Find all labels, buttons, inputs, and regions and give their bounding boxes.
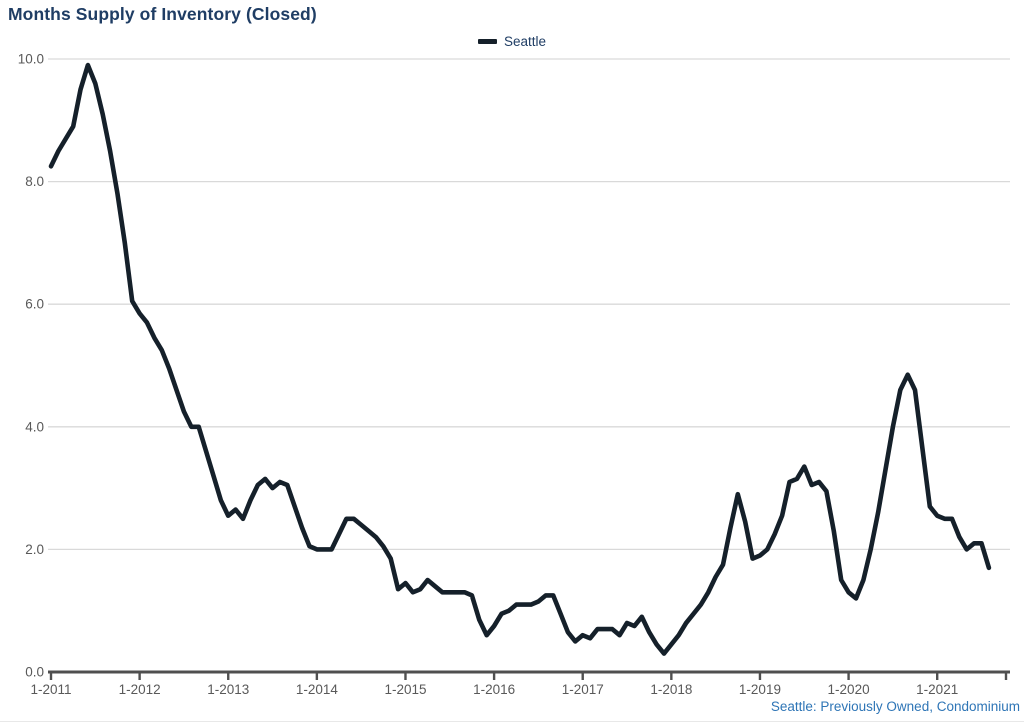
x-axis-tick-label: 1-2017 [562,682,604,697]
legend-label-seattle: Seattle [503,34,547,49]
x-axis-tick-label: 1-2016 [473,682,515,697]
y-axis-tick-label: 2.0 [25,542,44,557]
legend: Seattle [0,34,1024,49]
chart-title: Months Supply of Inventory (Closed) [8,4,317,24]
y-axis-tick-label: 8.0 [25,174,44,189]
x-axis-tick-label: 1-2021 [916,682,958,697]
x-axis-tick-label: 1-2012 [119,682,161,697]
series-line-seattle [48,62,992,656]
legend-swatch-seattle [477,39,497,44]
y-axis-tick-label: 6.0 [25,297,44,312]
x-axis-tick-label: 1-2011 [30,682,71,697]
x-axis-tick-label: 1-2015 [384,682,426,697]
chart-footnote: Seattle: Previously Owned, Condominium [770,699,1020,714]
x-axis-tick-label: 1-2013 [207,682,249,697]
x-axis-tick-label: 1-2020 [828,682,870,697]
y-axis-tick-label: 4.0 [25,419,44,434]
y-axis-tick-label: 0.0 [25,665,44,680]
chart-bottom-border [0,721,1024,722]
x-axis-tick-label: 1-2018 [650,682,692,697]
x-axis-tick-label: 1-2019 [739,682,781,697]
y-axis-tick-label: 10.0 [18,52,44,67]
x-axis-tick-label: 1-2014 [296,682,339,697]
